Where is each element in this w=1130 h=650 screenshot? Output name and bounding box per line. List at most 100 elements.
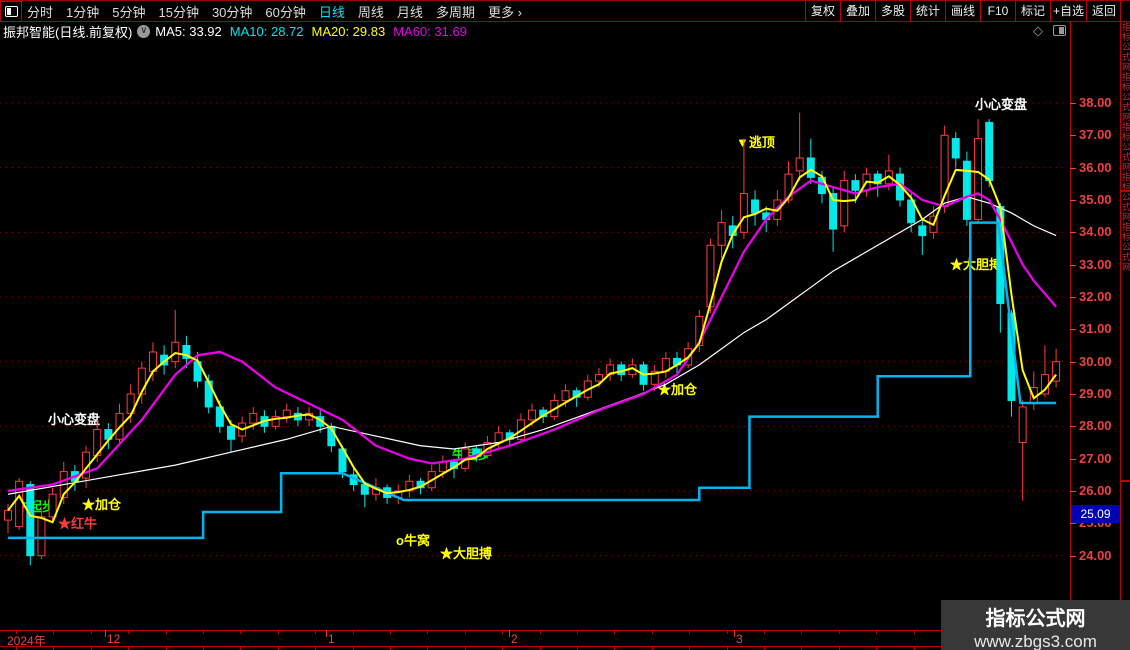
bottom-tick: [240, 647, 242, 650]
week-tick: [128, 630, 130, 634]
price-tick: [1070, 103, 1076, 104]
price-label: 36.00: [1079, 159, 1112, 175]
week-tick: [90, 630, 92, 634]
top-toolbar: 分时 1分钟 5分钟 15分钟 30分钟 60分钟 日线 周线 月线 多周期 更多 › 复权 叠加 多股…: [0, 0, 1130, 22]
week-tick: [876, 630, 878, 634]
toolbar-button-多股[interactable]: 多股: [875, 1, 910, 22]
price-tick: [1070, 393, 1076, 395]
period-item-更多 ›[interactable]: 更多 ›: [487, 5, 522, 20]
svg-text:★加仓: ★加仓: [82, 497, 122, 512]
toolbar-button-统计[interactable]: 统计: [910, 1, 945, 22]
legend-row: 振邦智能(日线.前复权) ∨ MA5: 33.92 MA10: 28.72 MA20…: [0, 22, 1130, 40]
toolbar-button-复权[interactable]: 复权: [805, 1, 840, 22]
period-item-1分钟[interactable]: 1分钟: [66, 5, 100, 20]
bottom-tick: [128, 647, 130, 650]
svg-text:★加仓: ★加仓: [658, 382, 698, 397]
week-tick: [539, 630, 541, 634]
price-label: 32.00: [1079, 288, 1112, 304]
price-tick: [1070, 199, 1076, 201]
week-tick: [352, 630, 354, 634]
price-tick: [1070, 523, 1076, 525]
week-tick: [614, 630, 616, 634]
last-price-badge: 25.09: [1071, 505, 1120, 523]
toolbar-button-+自选[interactable]: +自选: [1050, 1, 1086, 22]
date-label-2024年: 2024年: [7, 634, 46, 648]
date-label-3: 3: [736, 632, 743, 646]
week-tick: [726, 630, 728, 634]
price-tick: [1070, 426, 1076, 428]
window-split-icon[interactable]: [0, 1, 22, 22]
period-item-分时[interactable]: 分时: [27, 5, 54, 20]
price-tick: [1070, 329, 1076, 331]
period-item-60分钟[interactable]: 60分钟: [265, 5, 306, 20]
bottom-tick: [726, 647, 728, 650]
week-tick: [502, 630, 504, 634]
price-label: 28.00: [1079, 418, 1112, 434]
week-tick: [838, 630, 840, 634]
watermark-url: www.zbgs3.com: [974, 632, 1097, 650]
bottom-tick: [539, 647, 541, 650]
bottom-tick: [614, 647, 616, 650]
period-item-30分钟[interactable]: 30分钟: [211, 5, 253, 20]
price-label: 37.00: [1079, 127, 1112, 143]
ma20-line-yellow: [7, 168, 1057, 524]
split-pane-icon[interactable]: [1053, 25, 1066, 36]
right-side-strip[interactable]: 指标公式网指标公式网指标公式网指标公式网指标公式网: [1121, 22, 1130, 272]
month-tick: [734, 630, 735, 637]
price-tick: [1070, 555, 1076, 557]
diamond-icon[interactable]: ◇: [1033, 23, 1043, 38]
price-tick: [1070, 490, 1076, 492]
toolbar-button-返回[interactable]: 返回: [1086, 1, 1121, 22]
split-glyph: [4, 6, 18, 17]
watermark: 指标公式网 www.zbgs3.com: [941, 600, 1130, 650]
price-tick: [1070, 264, 1076, 266]
ma10-line-cyan: [8, 221, 1057, 540]
price-label: 29.00: [1079, 385, 1112, 401]
date-axis: 2024年 12 1 2 3: [0, 630, 1130, 648]
svg-text:★大胆搏: ★大胆搏: [950, 257, 1002, 272]
date-label-12: 12: [107, 632, 121, 646]
gridlines: [0, 102, 1068, 557]
bottom-tick: [53, 647, 55, 650]
price-label: 33.00: [1079, 256, 1112, 272]
price-tick: [1070, 135, 1076, 137]
toolbar-button-标记[interactable]: 标记: [1015, 1, 1050, 22]
bottom-tick: [16, 647, 17, 650]
svg-text:o牛窝: o牛窝: [396, 533, 430, 548]
axis-left-border: [1070, 22, 1071, 630]
svg-text:小心变盘: 小心变盘: [975, 97, 1027, 112]
bottom-tick: [502, 647, 504, 650]
period-item-15分钟[interactable]: 15分钟: [158, 5, 199, 20]
chevron-down-icon[interactable]: ∨: [137, 24, 151, 38]
month-tick: [326, 630, 327, 637]
bottom-tick: [165, 647, 167, 650]
period-item-月线[interactable]: 月线: [396, 5, 423, 20]
period-item-5分钟[interactable]: 5分钟: [112, 5, 146, 20]
stock-title[interactable]: 振邦智能(日线.前复权): [3, 24, 133, 40]
week-tick: [764, 630, 765, 634]
price-label: 31.00: [1079, 321, 1112, 337]
date-label-1: 1: [328, 632, 335, 646]
axis-right-border: [1120, 0, 1121, 630]
period-item-多周期[interactable]: 多周期: [435, 5, 475, 20]
ma-value-MA5: MA5: 33.92: [155, 23, 222, 39]
week-tick: [689, 630, 691, 634]
toolbar-button-叠加[interactable]: 叠加: [840, 1, 875, 22]
ma-value-MA10: MA10: 28.72: [229, 23, 304, 39]
price-label: 24.00: [1079, 547, 1112, 563]
week-tick: [165, 630, 167, 634]
toolbar-button-F10[interactable]: F10: [980, 1, 1015, 22]
strip-divider: [1121, 190, 1130, 192]
toolbar-button-画线[interactable]: 画线: [945, 1, 980, 22]
period-item-周线[interactable]: 周线: [357, 5, 384, 20]
week-tick: [240, 630, 242, 634]
week-tick: [577, 630, 578, 634]
toolbar-buttons: 复权 叠加 多股 统计 画线 F10 标记 +自选 返回: [805, 1, 1121, 22]
week-tick: [315, 630, 317, 634]
svg-text:★红牛: ★红牛: [58, 516, 97, 531]
ma5-line-white: [7, 196, 1057, 495]
week-tick: [16, 630, 17, 634]
period-item-日线[interactable]: 日线: [318, 5, 345, 20]
